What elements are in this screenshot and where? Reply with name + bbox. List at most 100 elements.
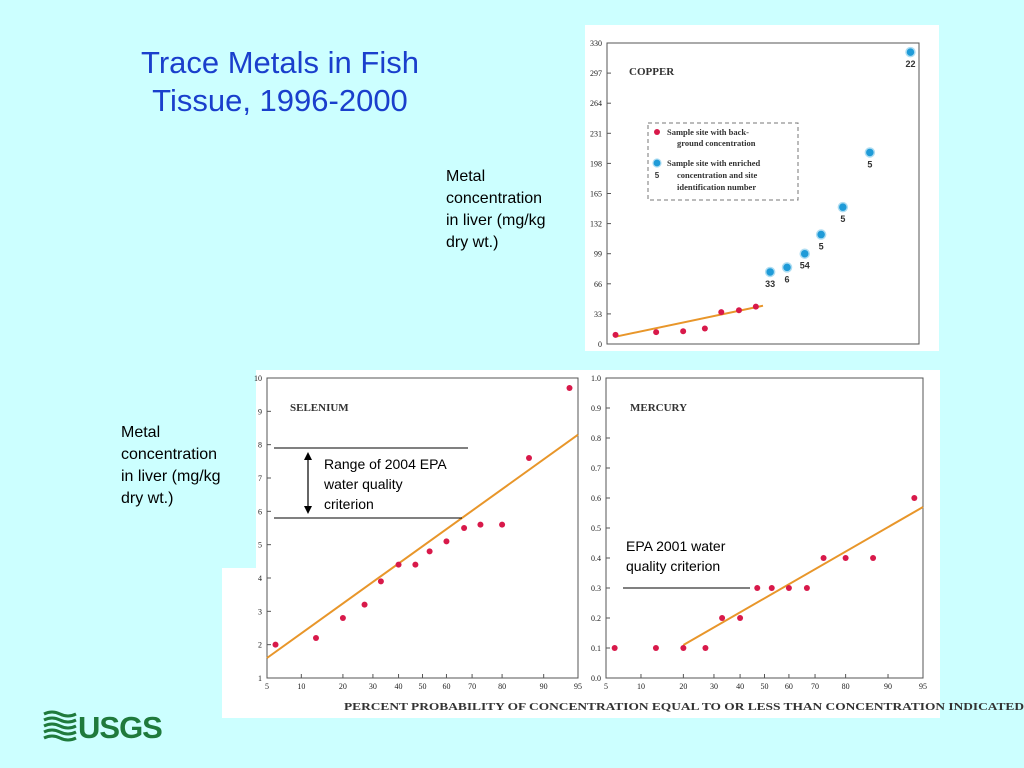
mercury-x-tick-label: 90 (884, 682, 892, 691)
selenium-data-point (361, 601, 368, 608)
mercury-x-tick-label: 95 (919, 682, 927, 691)
title-line-1: Trace Metals in Fish (141, 45, 419, 80)
selenium-y-tick-label: 8 (258, 441, 262, 450)
usgs-logo: USGS (43, 710, 163, 742)
mercury-y-tick-label: 0.9 (591, 404, 601, 413)
mercury-trend-line (682, 506, 924, 646)
copper-ylabel-line: in liver (mg/kg (446, 212, 546, 229)
mercury-data-point (737, 615, 744, 621)
mercury-y-tick-label: 0.0 (591, 674, 601, 683)
selenium-x-tick-label: 10 (297, 682, 305, 691)
copper-background-point (680, 328, 687, 335)
copper-ylabel-line: concentration (446, 190, 543, 207)
legend-background-label: ground concentration (677, 138, 756, 148)
usgs-wave-icon (43, 710, 77, 742)
mercury-y-tick-label: 0.5 (591, 524, 601, 533)
selenium-x-tick-label: 60 (442, 682, 450, 691)
copper-enriched-point (815, 229, 827, 240)
selenium-x-tick-label: 20 (339, 682, 347, 691)
mercury-data-point (785, 585, 792, 591)
mercury-data-point (719, 615, 726, 621)
selenium-y-tick-label: 1 (258, 674, 262, 683)
selenium-mercury-chart: 1 2 3 4 5 6 7 8 9 10 5 10 20 30 40 50 60 70 80 90 95 SELENIUM… (254, 374, 1024, 713)
copper-y-tick-label: 99 (594, 250, 602, 259)
copper-enriched-point (905, 46, 916, 58)
selenium-range-arrow-down (304, 506, 312, 514)
selenium-data-point (566, 385, 573, 391)
copper-background-point (718, 309, 725, 316)
legend-background-marker (654, 129, 660, 135)
copper-site-id-label: 5 (840, 214, 845, 224)
selenium-data-point (461, 525, 468, 531)
mercury-chart-title: MERCURY (630, 402, 687, 414)
selenium-x-tick-label: 50 (419, 682, 427, 691)
copper-y-tick-label: 198 (590, 159, 602, 168)
legend-enriched-id: 5 (655, 171, 660, 180)
copper-site-id-label: 54 (800, 261, 810, 271)
mercury-data-point (842, 555, 849, 561)
selenium-y-tick-label: 10 (254, 374, 262, 383)
selenium-data-point (526, 455, 533, 461)
copper-y-tick-label: 66 (594, 280, 602, 289)
copper-chart: 0 33 66 99 132 165 198 231 264 297 330 COPPER 33 6 54 5… (590, 39, 920, 349)
copper-enriched-point (837, 201, 849, 213)
mercury-x-tick-label: 20 (679, 682, 687, 691)
mercury-plot-frame (605, 377, 924, 679)
selenium-callout-line: criterion (324, 496, 374, 512)
selenium-y-tick-label: 3 (258, 607, 262, 616)
mercury-data-point (652, 645, 659, 651)
copper-enriched-point (799, 248, 810, 259)
mercury-x-tick-label: 30 (710, 682, 718, 691)
copper-legend: Sample site with back-ground concentrati… (647, 122, 799, 201)
mercury-data-point (803, 585, 810, 591)
selenium-ylabel-line: in liver (mg/kg (121, 468, 221, 485)
copper-y-tick-label: 132 (590, 220, 602, 229)
legend-enriched-label: Sample site with enriched (667, 158, 761, 168)
bottom-chart-panel-cutout (222, 370, 256, 568)
copper-site-id-label: 5 (867, 159, 872, 169)
mercury-y-tick-label: 0.8 (591, 434, 601, 443)
selenium-y-tick-label: 2 (258, 641, 262, 650)
selenium-data-point (272, 641, 279, 648)
mercury-y-tick-label: 0.2 (591, 614, 601, 623)
selenium-y-tick-label: 5 (258, 541, 262, 550)
selenium-data-point (443, 538, 450, 545)
bottom-charts: 1 2 3 4 5 6 7 8 9 10 5 10 20 30 40 50 60 70 80 90 95 SELENIUM… (222, 370, 1024, 718)
selenium-callout-line: Range of 2004 EPA (324, 456, 447, 472)
selenium-data-point (312, 635, 319, 641)
selenium-range-arrow-up (304, 452, 312, 460)
selenium-x-tick-label: 95 (574, 682, 582, 691)
mercury-callout-line: EPA 2001 water (626, 538, 726, 554)
selenium-data-point (477, 521, 484, 528)
selenium-x-tick-label: 5 (265, 682, 269, 691)
mercury-callout-line: quality criterion (626, 558, 721, 574)
page-title: Trace Metals in Fish Tissue, 1996-2000 (100, 44, 460, 120)
legend-enriched-label: identification number (677, 182, 756, 192)
mercury-data-point (911, 495, 918, 501)
copper-ylabel-line: dry wt.) (446, 234, 499, 251)
mercury-y-tick-label: 0.6 (591, 494, 601, 503)
copper-y-tick-label: 0 (598, 340, 602, 349)
selenium-ylabel-line: concentration (121, 446, 218, 463)
mercury-y-tick-label: 0.1 (591, 644, 601, 653)
selenium-plot-frame (266, 377, 579, 679)
mercury-data-point (870, 555, 877, 561)
copper-site-id-label: 33 (765, 279, 775, 289)
copper-y-tick-label: 165 (590, 190, 602, 199)
selenium-y-tick-label: 9 (258, 407, 262, 416)
legend-enriched-label: concentration and site (677, 170, 758, 180)
mercury-x-tick-label: 10 (637, 682, 645, 691)
copper-y-tick-label: 264 (590, 99, 602, 108)
mercury-y-tick-label: 0.4 (591, 554, 601, 563)
selenium-data-point (426, 548, 433, 555)
copper-site-id-label: 6 (785, 274, 790, 284)
selenium-ylabel-line: Metal (121, 424, 161, 441)
selenium-data-point (395, 561, 402, 568)
selenium-trend-line (266, 433, 579, 659)
mercury-y-tick-label: 0.7 (591, 464, 601, 473)
mercury-criterion-callout: EPA 2001 water quality criterion (626, 536, 725, 576)
mercury-data-point (680, 645, 687, 651)
selenium-y-tick-label: 6 (258, 507, 262, 516)
copper-ylabel-note: Metal concentration in liver (mg/kg dry … (446, 166, 546, 254)
mercury-y-tick-label: 1.0 (591, 374, 601, 383)
